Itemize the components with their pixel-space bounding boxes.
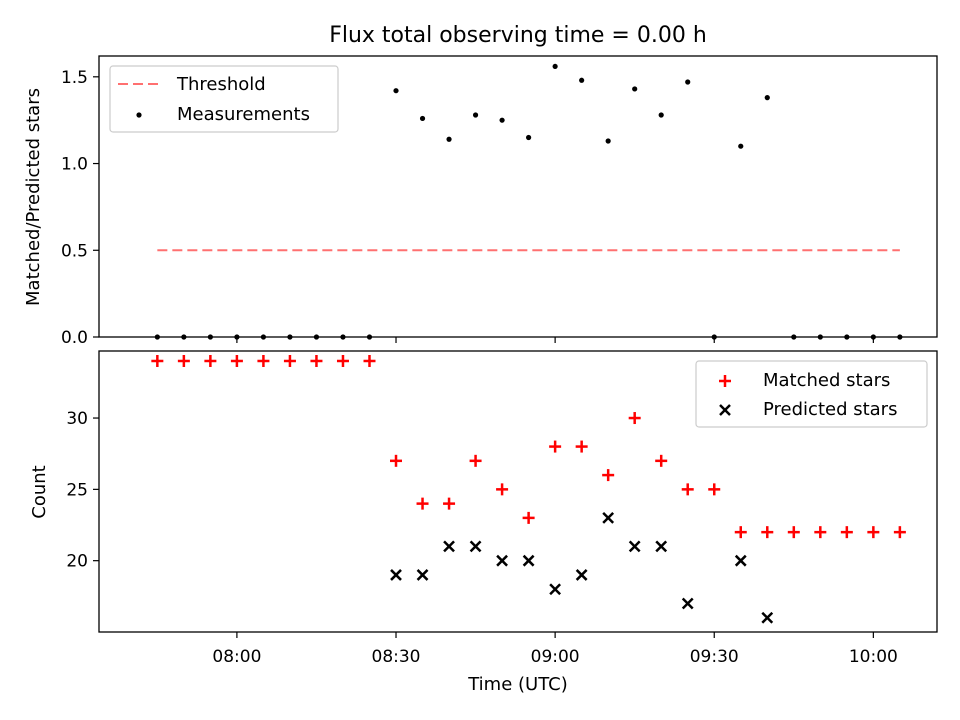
measurement-point <box>764 95 770 101</box>
matched-star-marker <box>496 483 509 496</box>
top-y-axis-label: Matched/Predicted stars <box>23 88 44 306</box>
top-plot-frame <box>98 55 938 338</box>
matched-star-marker <box>575 440 588 453</box>
measurement-points <box>154 63 903 340</box>
matched-star-marker <box>204 354 217 367</box>
chart-title: Flux total observing time = 0.00 h <box>329 23 707 48</box>
matched-star-marker <box>522 511 535 524</box>
x-tick-label: 08:30 <box>372 647 421 667</box>
predicted-star-marker <box>469 540 482 553</box>
threshold-legend-label: Threshold <box>176 74 266 95</box>
matched-legend-swatch <box>719 375 731 387</box>
measurement-point <box>658 112 664 118</box>
measurement-point <box>632 86 638 92</box>
matched-star-marker <box>230 354 243 367</box>
top-y-tick-label: 0.0 <box>61 328 88 348</box>
matched-star-marker <box>283 354 296 367</box>
x-tick-label: 09:00 <box>531 647 580 667</box>
matched-star-marker <box>840 526 853 539</box>
matched-star-marker <box>655 454 668 467</box>
matched-star-marker <box>708 483 721 496</box>
matched-star-marker <box>151 354 164 367</box>
matched-star-marker <box>363 354 376 367</box>
predicted-star-marker <box>522 554 535 567</box>
matched-star-marker <box>893 526 906 539</box>
matched-star-marker <box>257 354 270 367</box>
measurement-point <box>738 143 744 149</box>
matched-star-marker <box>549 440 562 453</box>
top-y-tick-label: 1.0 <box>61 155 88 175</box>
measurement-point <box>685 79 691 85</box>
bottom-legend: Matched stars Predicted stars <box>695 360 928 428</box>
matched-star-marker <box>469 454 482 467</box>
bottom-y-axis-label: Count <box>29 465 50 518</box>
measurement-point <box>393 88 399 94</box>
measurements-legend-swatch <box>136 112 142 118</box>
measurements-legend-label: Measurements <box>177 104 310 125</box>
predicted-star-marker <box>496 554 508 567</box>
top-legend-box <box>109 65 339 133</box>
matched-star-marker <box>310 354 323 367</box>
predicted-star-marker <box>602 512 615 524</box>
top-y-tick-label: 1.5 <box>61 68 88 88</box>
bottom-legend-box <box>695 360 928 428</box>
x-tick-label: 09:30 <box>690 647 739 667</box>
matched-star-marker <box>681 483 694 496</box>
measurement-point <box>579 77 585 83</box>
bottom-x-ticks: 08:00 08:30 09:00 09:30 10:00 <box>212 632 898 667</box>
measurement-point <box>499 117 505 123</box>
matched-star-marker <box>416 497 429 510</box>
matched-star-marker <box>787 526 800 539</box>
measurement-point <box>526 134 532 141</box>
x-axis-label: Time (UTC) <box>467 674 568 695</box>
measurement-point <box>446 136 452 142</box>
matched-star-marker <box>814 526 827 539</box>
matched-star-marker <box>390 454 403 467</box>
measurement-point <box>552 63 558 70</box>
predicted-star-marker <box>655 540 668 553</box>
x-tick-label: 10:00 <box>849 647 898 667</box>
predicted-star-marker <box>628 540 641 553</box>
predicted-star-marker <box>681 597 694 610</box>
matched-star-marker <box>602 469 615 482</box>
top-y-ticks: 0.0 0.5 1.0 1.5 <box>61 68 99 348</box>
top-y-tick-label: 0.5 <box>61 241 88 261</box>
predicted-star-marker <box>761 611 774 624</box>
predicted-star-marker <box>390 569 402 581</box>
measurement-point <box>419 115 426 122</box>
x-tick-label: 08:00 <box>212 647 261 667</box>
top-legend: Threshold Measurements <box>109 65 339 133</box>
predicted-star-marker <box>549 583 562 596</box>
predicted-legend-label: Predicted stars <box>763 399 897 420</box>
matched-star-marker <box>443 497 456 510</box>
measurement-point <box>472 112 479 118</box>
predicted-star-marker <box>734 554 747 567</box>
predicted-star-marker <box>416 569 429 581</box>
matched-star-marker <box>628 412 641 425</box>
bottom-y-tick-label: 25 <box>66 480 88 500</box>
predicted-legend-swatch <box>719 404 731 416</box>
bottom-y-tick-label: 30 <box>66 409 88 429</box>
matched-star-marker <box>734 526 747 539</box>
bottom-plot-frame <box>98 350 938 633</box>
matched-star-marker <box>177 354 190 367</box>
measurement-point <box>605 138 611 144</box>
bottom-y-ticks: 20 25 30 <box>66 409 99 572</box>
bottom-panel: 20 25 30 08:00 08:30 09:00 09:30 10:00 Count T… <box>29 350 938 695</box>
predicted-star-marker <box>443 540 455 553</box>
bottom-y-tick-label: 20 <box>66 552 88 572</box>
matched-star-marker <box>867 526 880 539</box>
predicted-star-marker <box>575 569 588 581</box>
star-count-points <box>151 354 906 624</box>
matched-legend-label: Matched stars <box>763 370 890 391</box>
matched-star-marker <box>761 526 774 539</box>
matched-star-marker <box>336 354 349 367</box>
top-panel: Flux total observing time = 0.00 h 0.00.… <box>23 23 938 348</box>
